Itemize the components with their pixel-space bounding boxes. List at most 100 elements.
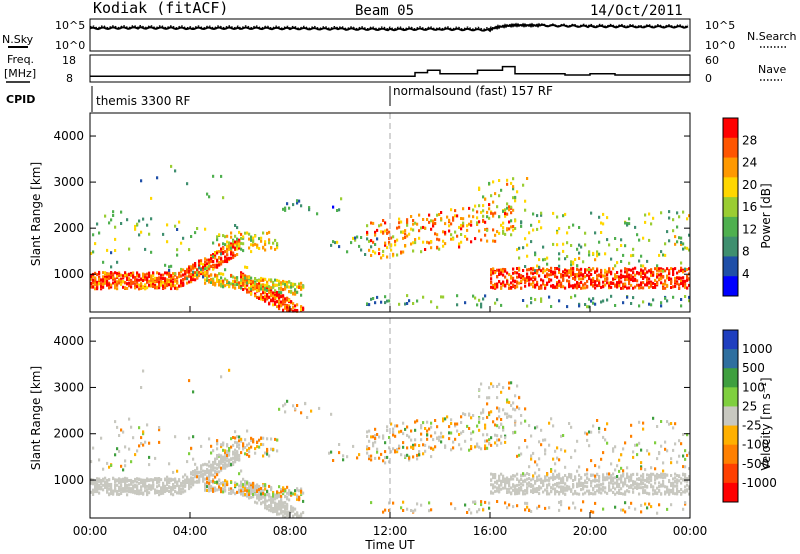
echo-cell (648, 452, 651, 456)
echo-cell (188, 478, 191, 482)
echo-cell (634, 482, 637, 486)
echo-cell (476, 216, 479, 220)
echo-cell (234, 481, 237, 485)
echo-cell (558, 299, 561, 303)
echo-cell (234, 492, 237, 496)
echo-cell (594, 501, 597, 505)
echo-cell (626, 223, 629, 227)
echo-cell (516, 271, 519, 275)
echo-cell (254, 451, 257, 455)
echo-cell (504, 483, 507, 487)
echo-cell (658, 481, 661, 485)
echo-cell (614, 304, 617, 307)
echo-cell (282, 308, 285, 312)
echo-cell (274, 283, 277, 287)
echo-cell (468, 214, 471, 218)
echo-cell (108, 286, 111, 290)
echo-cell (540, 226, 543, 230)
echo-cell (642, 269, 645, 273)
echo-cell (638, 238, 641, 242)
echo-cell (656, 280, 659, 284)
echo-cell (132, 490, 135, 494)
echo-cell (220, 481, 223, 485)
echo-cell (222, 196, 225, 200)
echo-cell (236, 245, 239, 249)
echo-cell (278, 296, 281, 300)
echo-cell (396, 253, 399, 257)
echo-cell (552, 284, 555, 287)
echo-cell (252, 495, 255, 499)
echo-cell (260, 489, 263, 493)
echo-cell (660, 267, 663, 271)
echo-cell (530, 223, 533, 227)
echo-cell (520, 473, 523, 477)
echo-cell (504, 485, 507, 489)
echo-cell (500, 472, 503, 476)
echo-cell (436, 436, 439, 440)
echo-cell (274, 278, 277, 282)
echo-cell (660, 272, 663, 276)
echo-cell (498, 407, 501, 411)
echo-cell (588, 270, 591, 274)
echo-cell (488, 501, 491, 505)
echo-cell (552, 483, 555, 487)
echo-cell (526, 254, 529, 258)
echo-cell (534, 298, 537, 302)
echo-cell (160, 283, 163, 287)
echo-cell (152, 480, 155, 483)
echo-cell (140, 287, 143, 290)
echo-cell (480, 382, 483, 386)
echo-cell (596, 419, 599, 422)
echo-cell (136, 492, 139, 496)
echo-cell (130, 273, 133, 277)
echo-cell (572, 260, 575, 264)
echo-cell (556, 281, 559, 284)
echo-cell (404, 244, 407, 247)
echo-cell (588, 253, 591, 257)
echo-cell (204, 281, 207, 285)
echo-cell (232, 443, 235, 447)
echo-cell (618, 469, 621, 473)
echo-cell (288, 280, 291, 284)
echo-cell (468, 222, 471, 226)
echo-cell (524, 265, 527, 268)
echo-cell (616, 248, 619, 252)
echo-cell (296, 404, 299, 407)
echo-cell (524, 281, 527, 284)
echo-cell (646, 449, 649, 453)
echo-cell (510, 276, 513, 280)
echo-cell (228, 491, 231, 495)
echo-cell (282, 299, 285, 303)
echo-cell (226, 483, 229, 487)
echo-cell (248, 290, 251, 294)
echo-cell (248, 484, 251, 488)
echo-cell (512, 225, 515, 228)
echo-cell (150, 217, 153, 221)
echo-cell (596, 250, 599, 254)
echo-cell (496, 385, 499, 388)
echo-cell (310, 409, 313, 413)
echo-cell (200, 444, 203, 448)
echo-cell (118, 281, 121, 285)
echo-cell (458, 225, 461, 229)
echo-cell (102, 275, 105, 279)
echo-cell (188, 271, 191, 275)
echo-cell (614, 505, 617, 509)
echo-cell (482, 218, 485, 222)
echo-cell (240, 491, 243, 495)
echo-cell (638, 477, 641, 481)
echo-cell (270, 495, 273, 499)
echo-cell (652, 488, 655, 492)
power-scatter (90, 164, 691, 313)
echo-cell (274, 437, 277, 441)
echo-cell (304, 401, 307, 405)
echo-cell (214, 459, 217, 463)
echo-cell (296, 495, 299, 499)
colorbar-swatch (723, 387, 738, 407)
echo-cell (216, 265, 219, 269)
echo-cell (358, 244, 361, 248)
echo-cell (534, 471, 537, 475)
echo-cell (586, 489, 589, 493)
echo-cell (578, 251, 581, 255)
echo-cell (412, 446, 415, 450)
